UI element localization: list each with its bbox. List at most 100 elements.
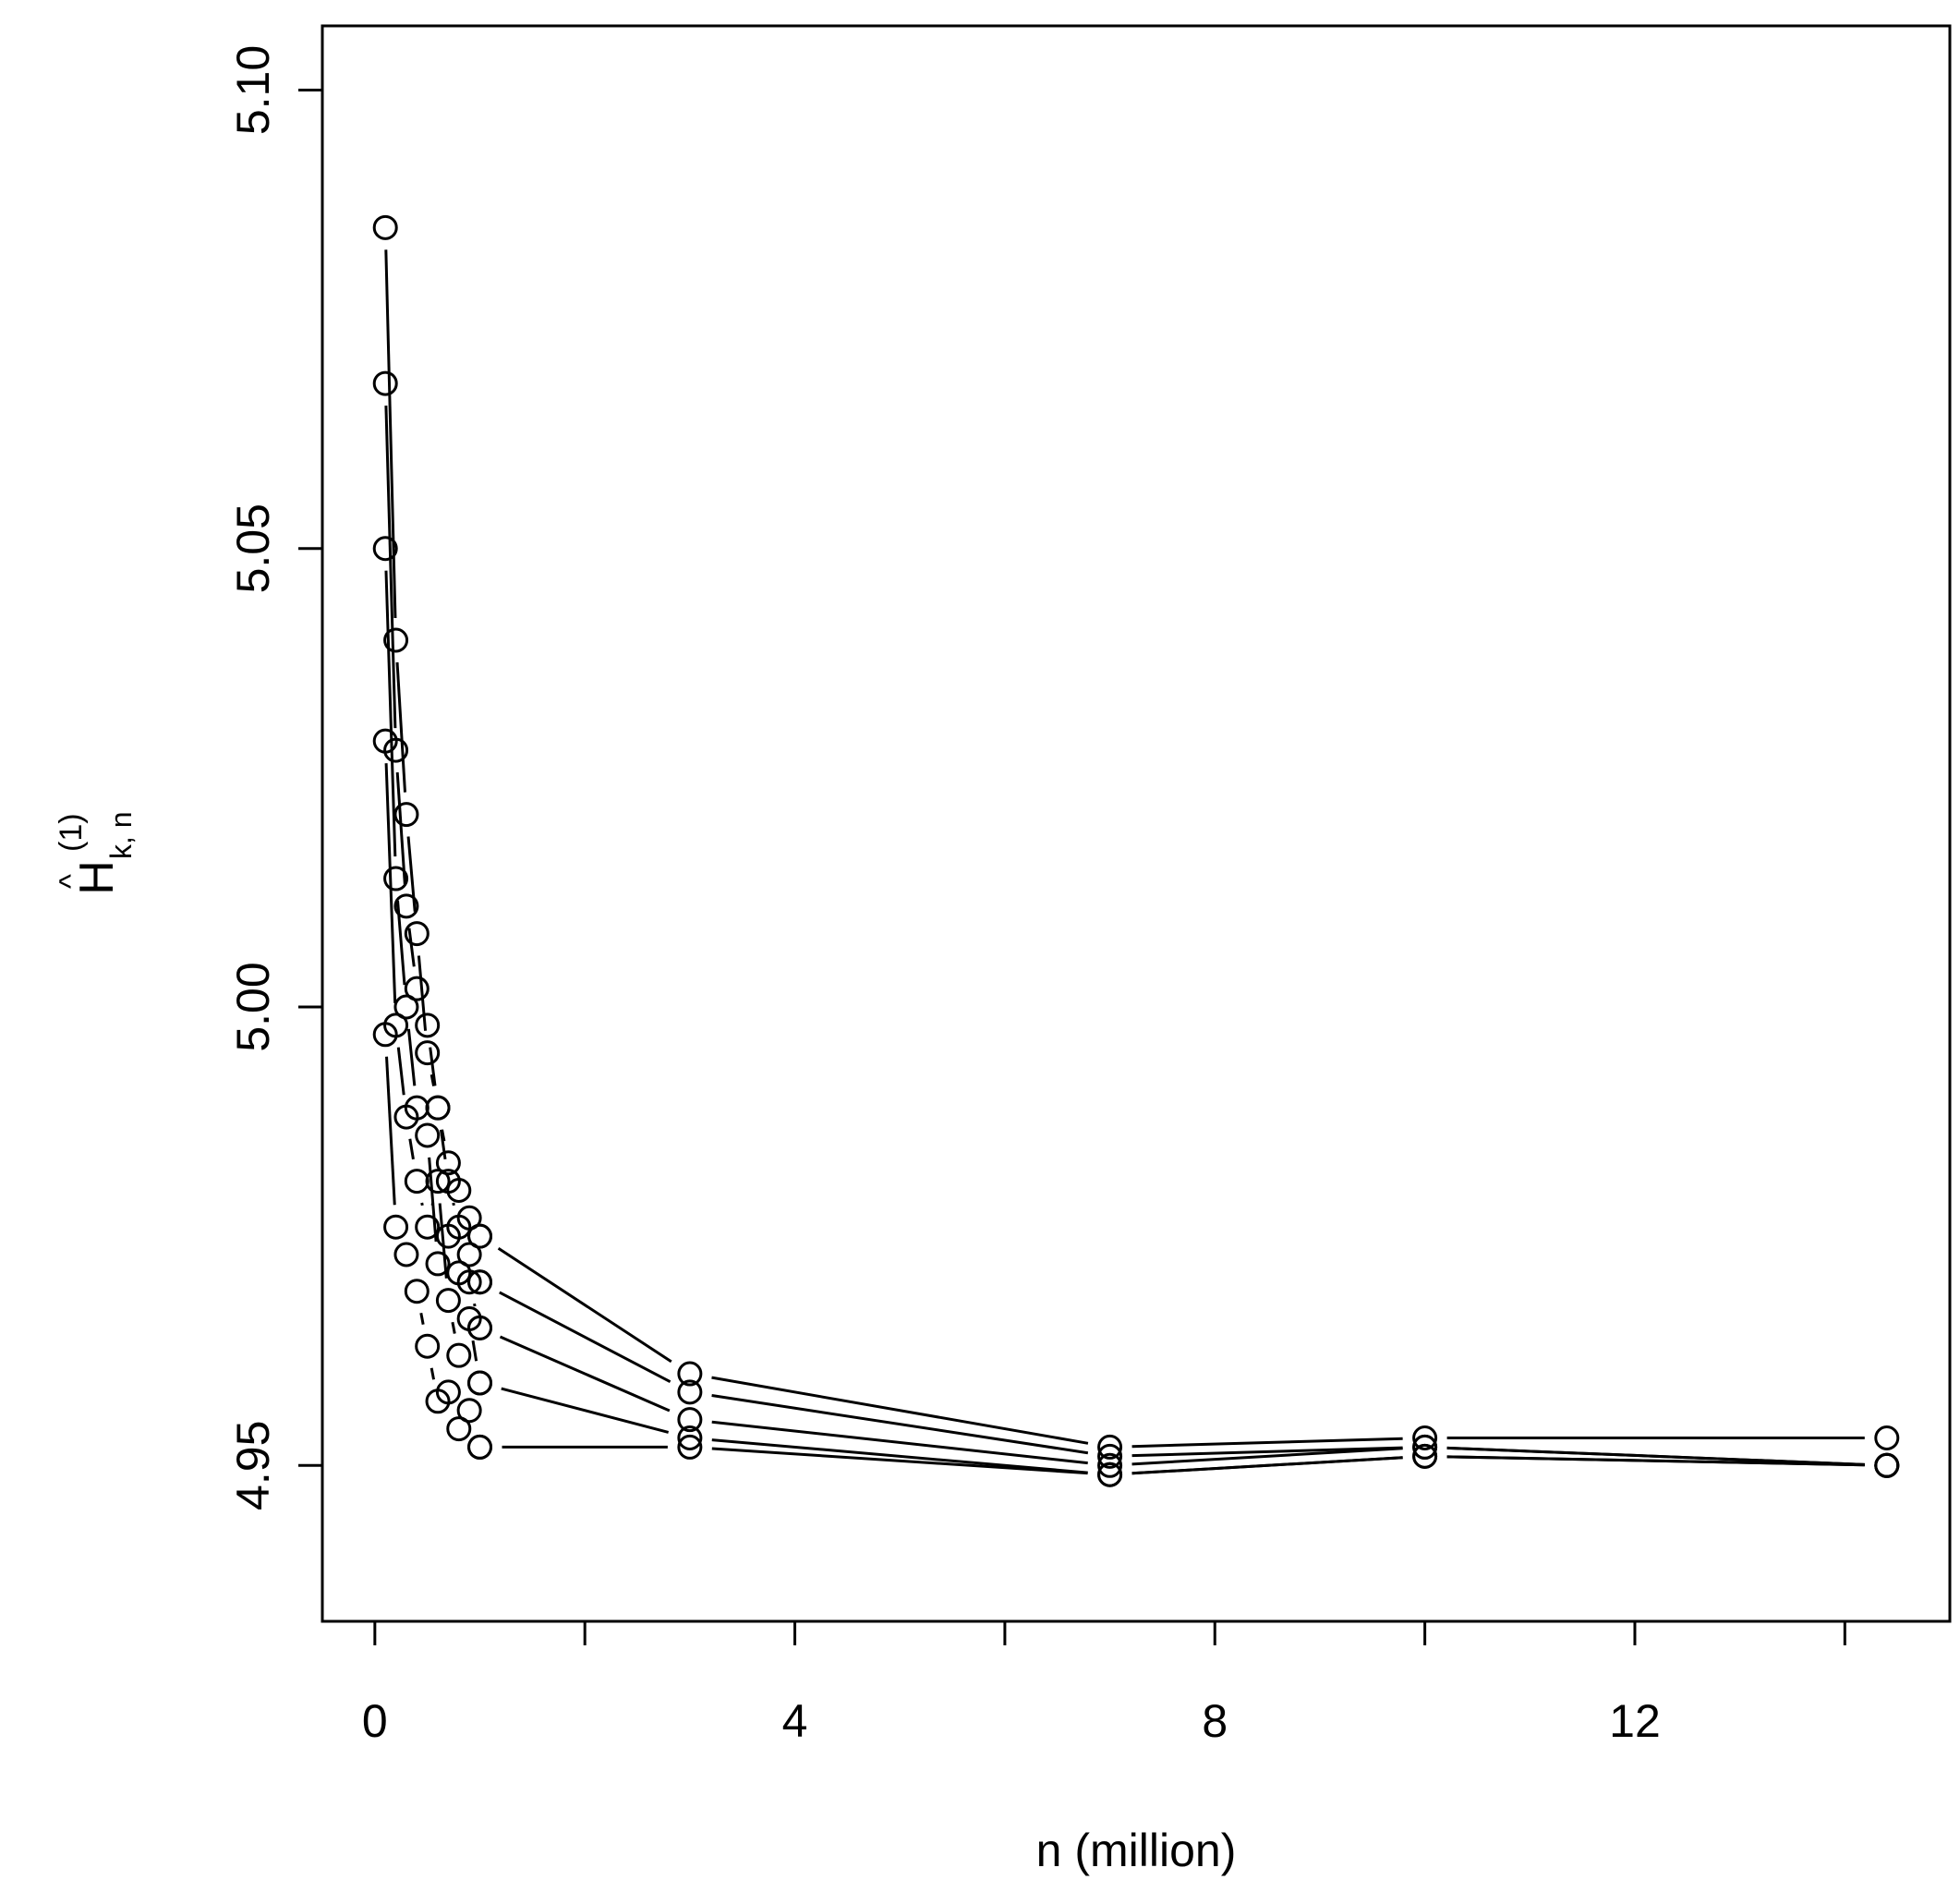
series-10-segment <box>1131 1456 1403 1475</box>
series-10-point <box>677 1434 703 1460</box>
series-2-point <box>393 893 419 919</box>
series-8-point <box>467 1315 493 1340</box>
series-3-segment <box>384 570 397 857</box>
series-9-segment <box>501 1387 670 1434</box>
series-6-segment <box>497 1247 672 1364</box>
series-1-point <box>383 627 409 653</box>
series-5-point <box>456 1398 482 1424</box>
series-5-point <box>404 1279 430 1304</box>
series-points <box>372 214 1900 1487</box>
series-7-point <box>467 1269 493 1295</box>
series-9-point <box>677 1425 703 1450</box>
series-1-point <box>404 921 430 947</box>
series-8-segment <box>1131 1447 1403 1466</box>
series-10-point <box>1874 1452 1900 1478</box>
y-axis-label-sup: (1) <box>54 813 89 852</box>
series-6-point <box>1412 1425 1438 1450</box>
x-axis-label: n (million) <box>1036 1825 1237 1876</box>
series-8-segment <box>1446 1446 1865 1466</box>
x-tick-label: 8 <box>1202 1695 1228 1747</box>
series-4-point <box>404 1169 430 1195</box>
series-5-segment <box>385 1056 396 1206</box>
series-3-point <box>393 994 419 1020</box>
series-6-point <box>677 1361 703 1387</box>
series-3-point <box>425 1251 451 1277</box>
series-8-point <box>1097 1452 1123 1478</box>
series-1-segment <box>406 836 417 912</box>
series-10-point <box>1097 1461 1123 1487</box>
x-tick-label: 0 <box>362 1695 388 1747</box>
y-tick-label: 5.10 <box>227 45 279 135</box>
series-3-point <box>456 1269 482 1295</box>
series-1-segment <box>395 661 406 793</box>
series-4-segment <box>420 1202 424 1207</box>
series-2-segment <box>384 406 397 729</box>
series-1-point <box>415 1040 441 1066</box>
series-4-point <box>393 1104 419 1130</box>
series-4-point <box>446 1342 472 1368</box>
series-4-point <box>372 728 398 754</box>
series-5-point <box>435 1379 461 1405</box>
series-5-point <box>446 1416 472 1442</box>
y-tick-label: 4.95 <box>227 1421 279 1510</box>
series-4-point <box>415 1214 441 1240</box>
y-tick-label: 5.00 <box>227 962 279 1051</box>
x-tick-label: 4 <box>782 1695 808 1747</box>
series-7-segment <box>711 1394 1089 1455</box>
y-axis-label: H ^ (1) k, n <box>54 811 138 894</box>
x-tick-label: 12 <box>1609 1695 1661 1747</box>
series-10-point <box>1412 1443 1438 1469</box>
series-4-segment <box>408 1138 415 1160</box>
series-1-segment <box>417 955 428 1031</box>
y-axis: 4.95 5.00 5.05 5.10 <box>227 45 324 1510</box>
series-1-point <box>435 1150 461 1176</box>
series-3-point <box>415 1122 441 1148</box>
series-5-segment <box>419 1312 425 1325</box>
series-lines <box>384 249 1865 1475</box>
series-7-segment <box>1131 1446 1403 1458</box>
series-4-point <box>425 1169 451 1195</box>
series-2-point <box>404 976 430 1001</box>
series-6-segment <box>1131 1437 1403 1449</box>
series-2-point <box>456 1242 482 1267</box>
series-6-point <box>1097 1434 1123 1460</box>
series-7-point <box>1097 1443 1123 1469</box>
plot-frame <box>321 24 1952 1623</box>
series-6-point <box>1874 1425 1900 1450</box>
series-5-point <box>393 1242 419 1267</box>
series-7-segment <box>499 1291 671 1384</box>
series-1-point <box>393 802 419 828</box>
series-4-segment <box>471 1340 478 1362</box>
series-6-point <box>467 1223 493 1249</box>
series-2-point <box>435 1169 461 1195</box>
series-9-segment <box>711 1438 1088 1474</box>
series-5-segment <box>430 1367 436 1380</box>
series-3-point <box>383 866 409 891</box>
series-1-segment <box>430 1073 436 1086</box>
series-8-point <box>1412 1434 1438 1460</box>
series-10-segment <box>711 1447 1088 1475</box>
series-4-segment <box>430 1202 435 1207</box>
series-1-point <box>372 214 398 240</box>
series-3-segment <box>406 1028 417 1086</box>
series-2-point <box>415 1013 441 1038</box>
series-3-point <box>372 536 398 562</box>
series-10-point <box>467 1434 493 1460</box>
series-8-segment <box>499 1335 671 1413</box>
x-axis: 0 4 8 12 <box>362 1619 1846 1747</box>
y-axis-label-base: H <box>70 860 124 895</box>
series-2-point <box>425 1095 451 1121</box>
series-2-segment <box>439 1129 447 1160</box>
series-3-point <box>435 1223 461 1249</box>
series-5-point <box>383 1214 409 1240</box>
series-4-segment <box>451 1321 456 1334</box>
series-4-point <box>435 1288 461 1314</box>
series-8-point <box>677 1407 703 1433</box>
series-7-point <box>677 1379 703 1405</box>
series-2-segment <box>429 1047 437 1086</box>
series-2-point <box>372 370 398 396</box>
series-4-segment <box>438 1203 448 1279</box>
series-9-point <box>467 1370 493 1396</box>
series-2-segment <box>407 928 416 967</box>
